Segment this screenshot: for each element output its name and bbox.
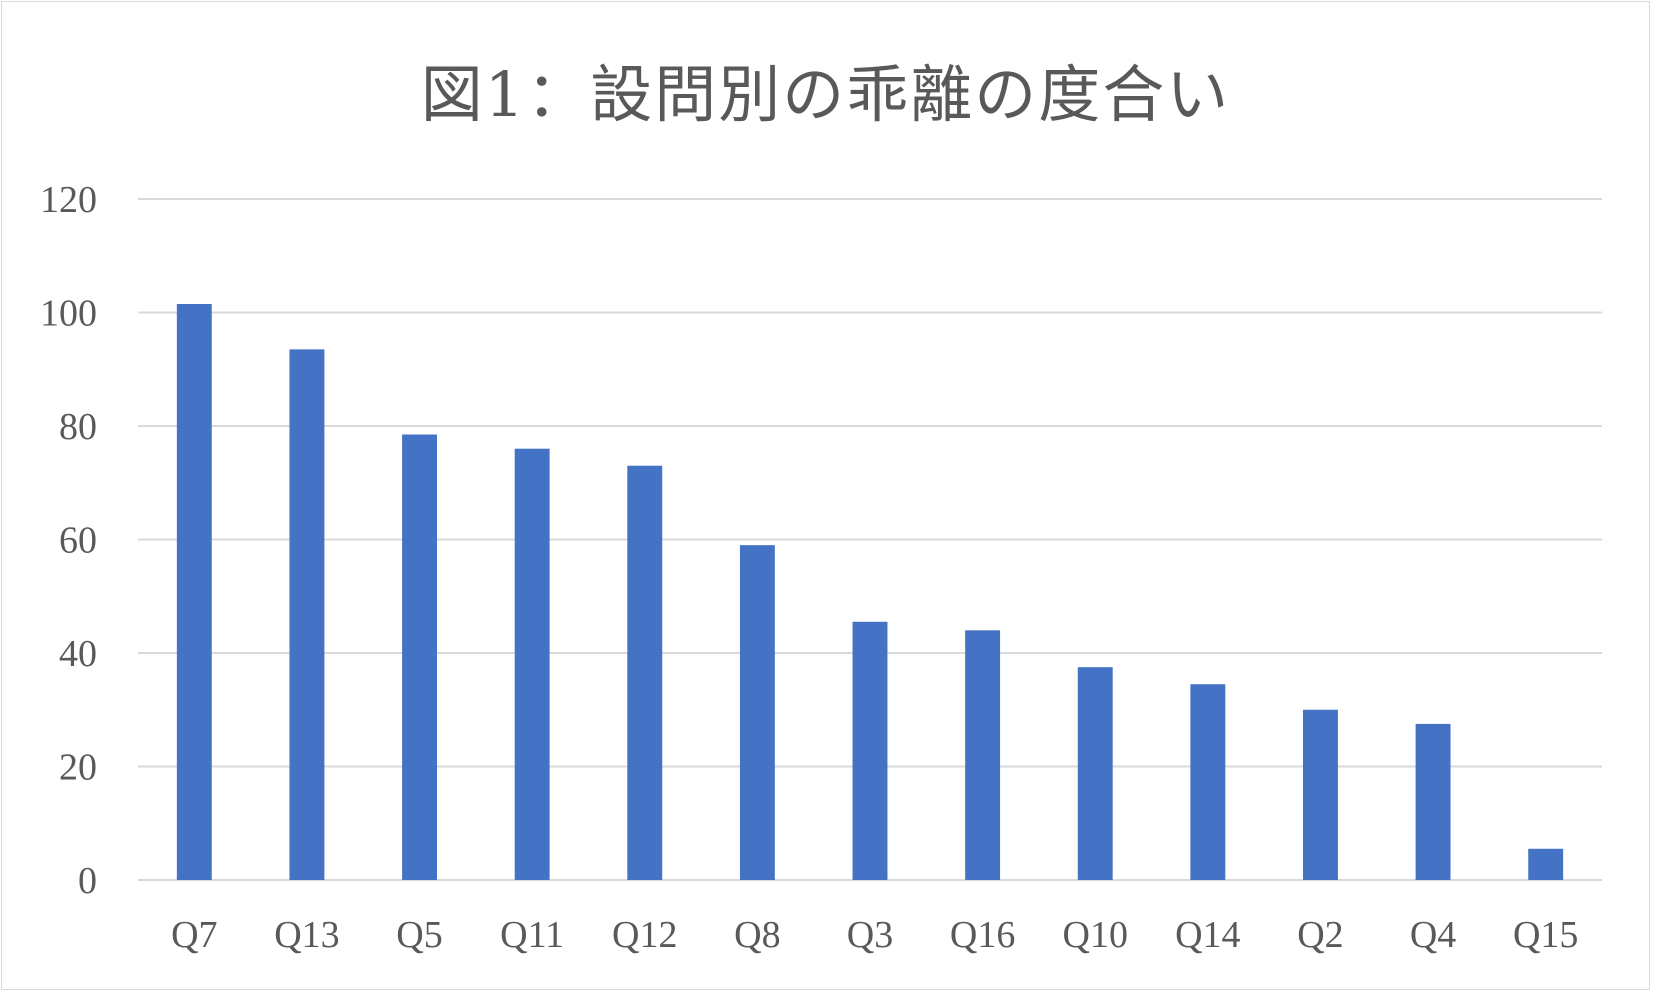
bar-q5: [402, 434, 437, 880]
x-tick-label: Q3: [847, 914, 893, 956]
x-tick-label: Q12: [612, 914, 677, 956]
y-tick-label: 60: [59, 520, 97, 562]
x-axis-ticks: Q7 Q13 Q5 Q11 Q12 Q8 Q3 Q16 Q10 Q14 Q2 Q4 Q15: [171, 914, 1578, 956]
bar-q16: [965, 630, 1001, 880]
y-tick-label: 20: [59, 747, 97, 789]
y-tick-label: 0: [78, 860, 97, 902]
y-tick-label: 40: [59, 633, 97, 675]
x-tick-label: Q15: [1513, 914, 1578, 956]
bar-q15: [1528, 848, 1564, 880]
bar-q13: [289, 349, 325, 880]
x-tick-label: Q16: [950, 914, 1015, 956]
y-axis-ticks: 0 20 40 60 80 100 120: [40, 179, 97, 902]
x-tick-label: Q10: [1063, 914, 1128, 956]
x-tick-label: Q7: [171, 914, 217, 956]
x-tick-label: Q8: [734, 914, 780, 956]
x-tick-label: Q5: [396, 914, 442, 956]
bar-q14: [1190, 684, 1226, 880]
x-tick-label: Q2: [1297, 914, 1343, 956]
y-tick-label: 100: [40, 293, 97, 335]
bar-q11: [514, 448, 550, 880]
bar-q10: [1077, 667, 1113, 880]
chart-title: 図1：設問別の乖離の度合い: [420, 58, 1231, 131]
bar-q12: [627, 465, 663, 880]
bars: [176, 303, 1564, 880]
bar-q4: [1415, 723, 1451, 880]
x-tick-label: Q4: [1410, 914, 1456, 956]
bar-q7: [176, 303, 212, 880]
y-tick-label: 120: [40, 179, 97, 221]
bar-q3: [852, 621, 888, 880]
x-tick-label: Q13: [274, 914, 339, 956]
bar-q8: [739, 545, 775, 880]
y-tick-label: 80: [59, 406, 97, 448]
bar-q2: [1303, 709, 1338, 880]
x-tick-label: Q11: [500, 914, 564, 956]
x-tick-label: Q14: [1175, 914, 1240, 956]
